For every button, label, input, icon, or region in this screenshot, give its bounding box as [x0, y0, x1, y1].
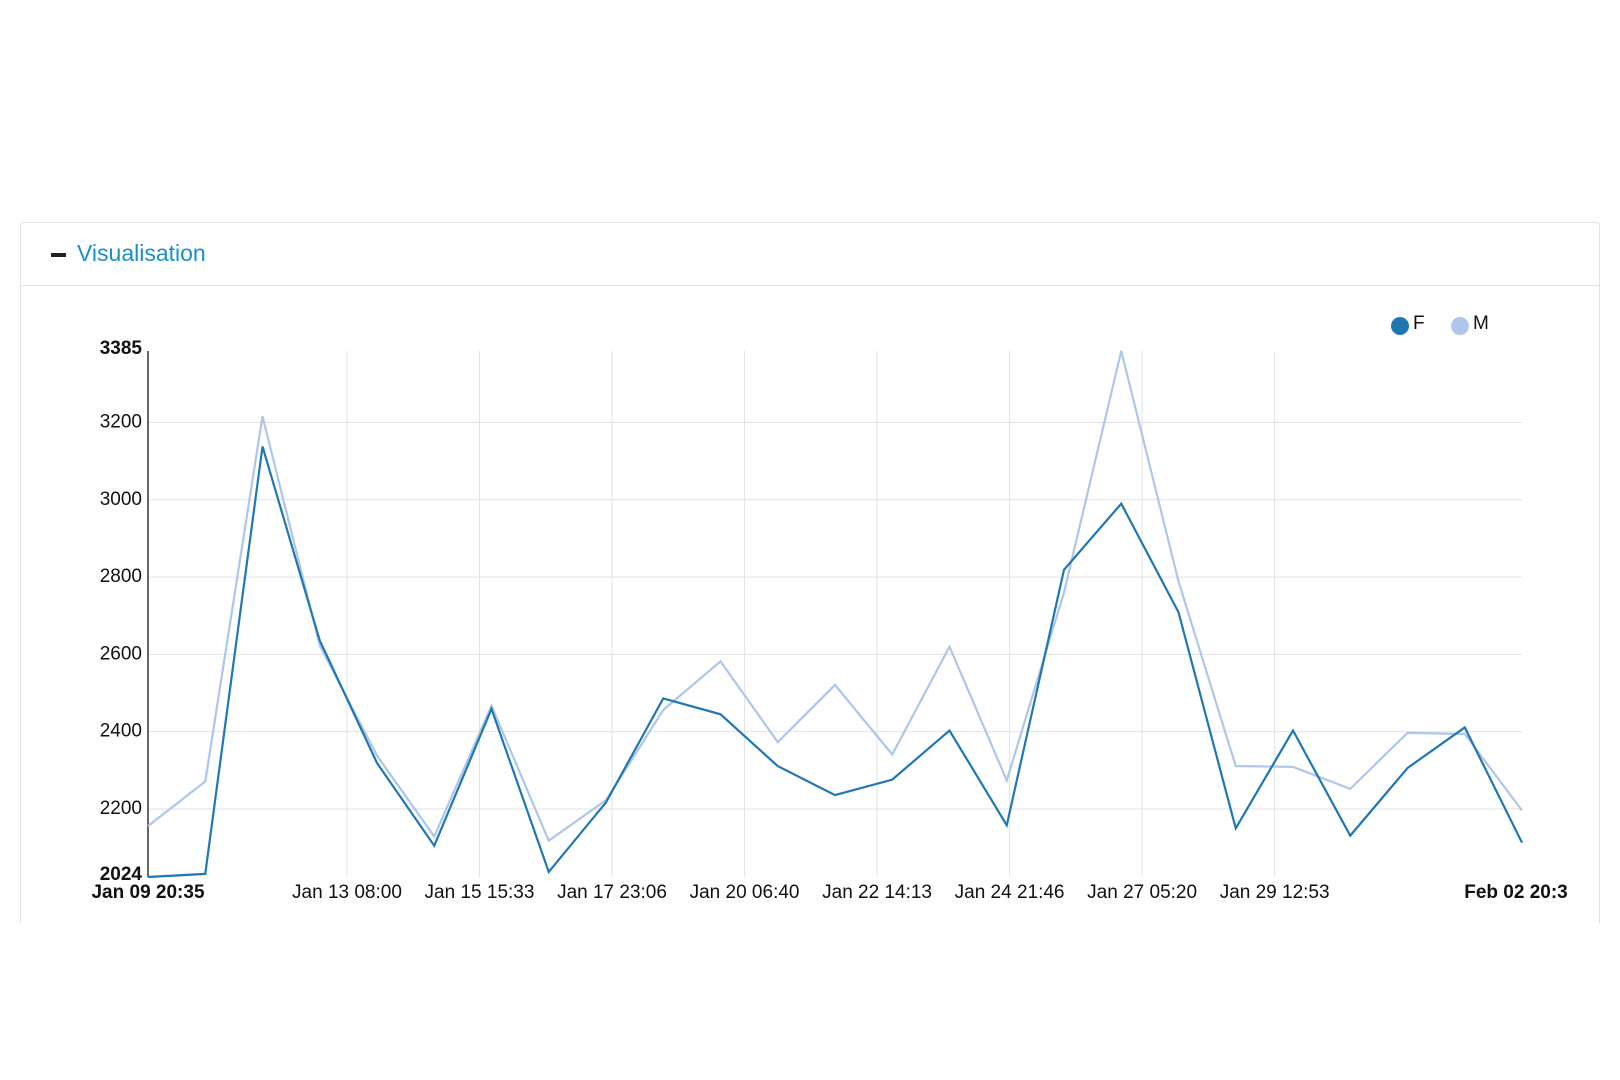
y-limit-label: 3385	[100, 338, 143, 359]
legend-label: F	[1413, 313, 1425, 334]
y-tick-label: 3200	[100, 412, 142, 433]
y-tick-label: 2800	[100, 566, 142, 587]
x-tick-label: Jan 24 21:46	[955, 882, 1065, 903]
x-tick-label: Jan 17 23:06	[557, 882, 667, 903]
series-line	[147, 350, 1523, 843]
x-limit-label: Jan 09 20:35	[91, 882, 204, 903]
x-tick-label: Jan 27 05:20	[1087, 882, 1197, 903]
x-tick-label: Jan 20 06:40	[690, 882, 800, 903]
y-limit-label: 2024	[100, 864, 143, 885]
x-limit-label: Feb 02 20:3	[1464, 882, 1568, 903]
x-tick-label: Jan 13 08:00	[292, 882, 402, 903]
y-tick-label: 3000	[100, 489, 142, 510]
legend-label: M	[1473, 313, 1489, 334]
y-tick-label: 2600	[100, 643, 142, 664]
x-tick-label: Jan 15 15:33	[425, 882, 535, 903]
y-tick-label: 2400	[100, 721, 142, 742]
series-line	[147, 446, 1523, 879]
collapse-icon[interactable]	[51, 253, 66, 257]
panel-header[interactable]: Visualisation	[21, 223, 1599, 286]
legend-swatch	[1451, 317, 1469, 335]
panel-title[interactable]: Visualisation	[77, 240, 206, 266]
x-tick-label: Jan 29 12:53	[1220, 882, 1330, 903]
panel: Visualisation	[20, 222, 1600, 923]
x-tick-label: Jan 22 14:13	[822, 882, 932, 903]
y-tick-label: 2200	[100, 798, 142, 819]
legend-swatch	[1391, 317, 1409, 335]
